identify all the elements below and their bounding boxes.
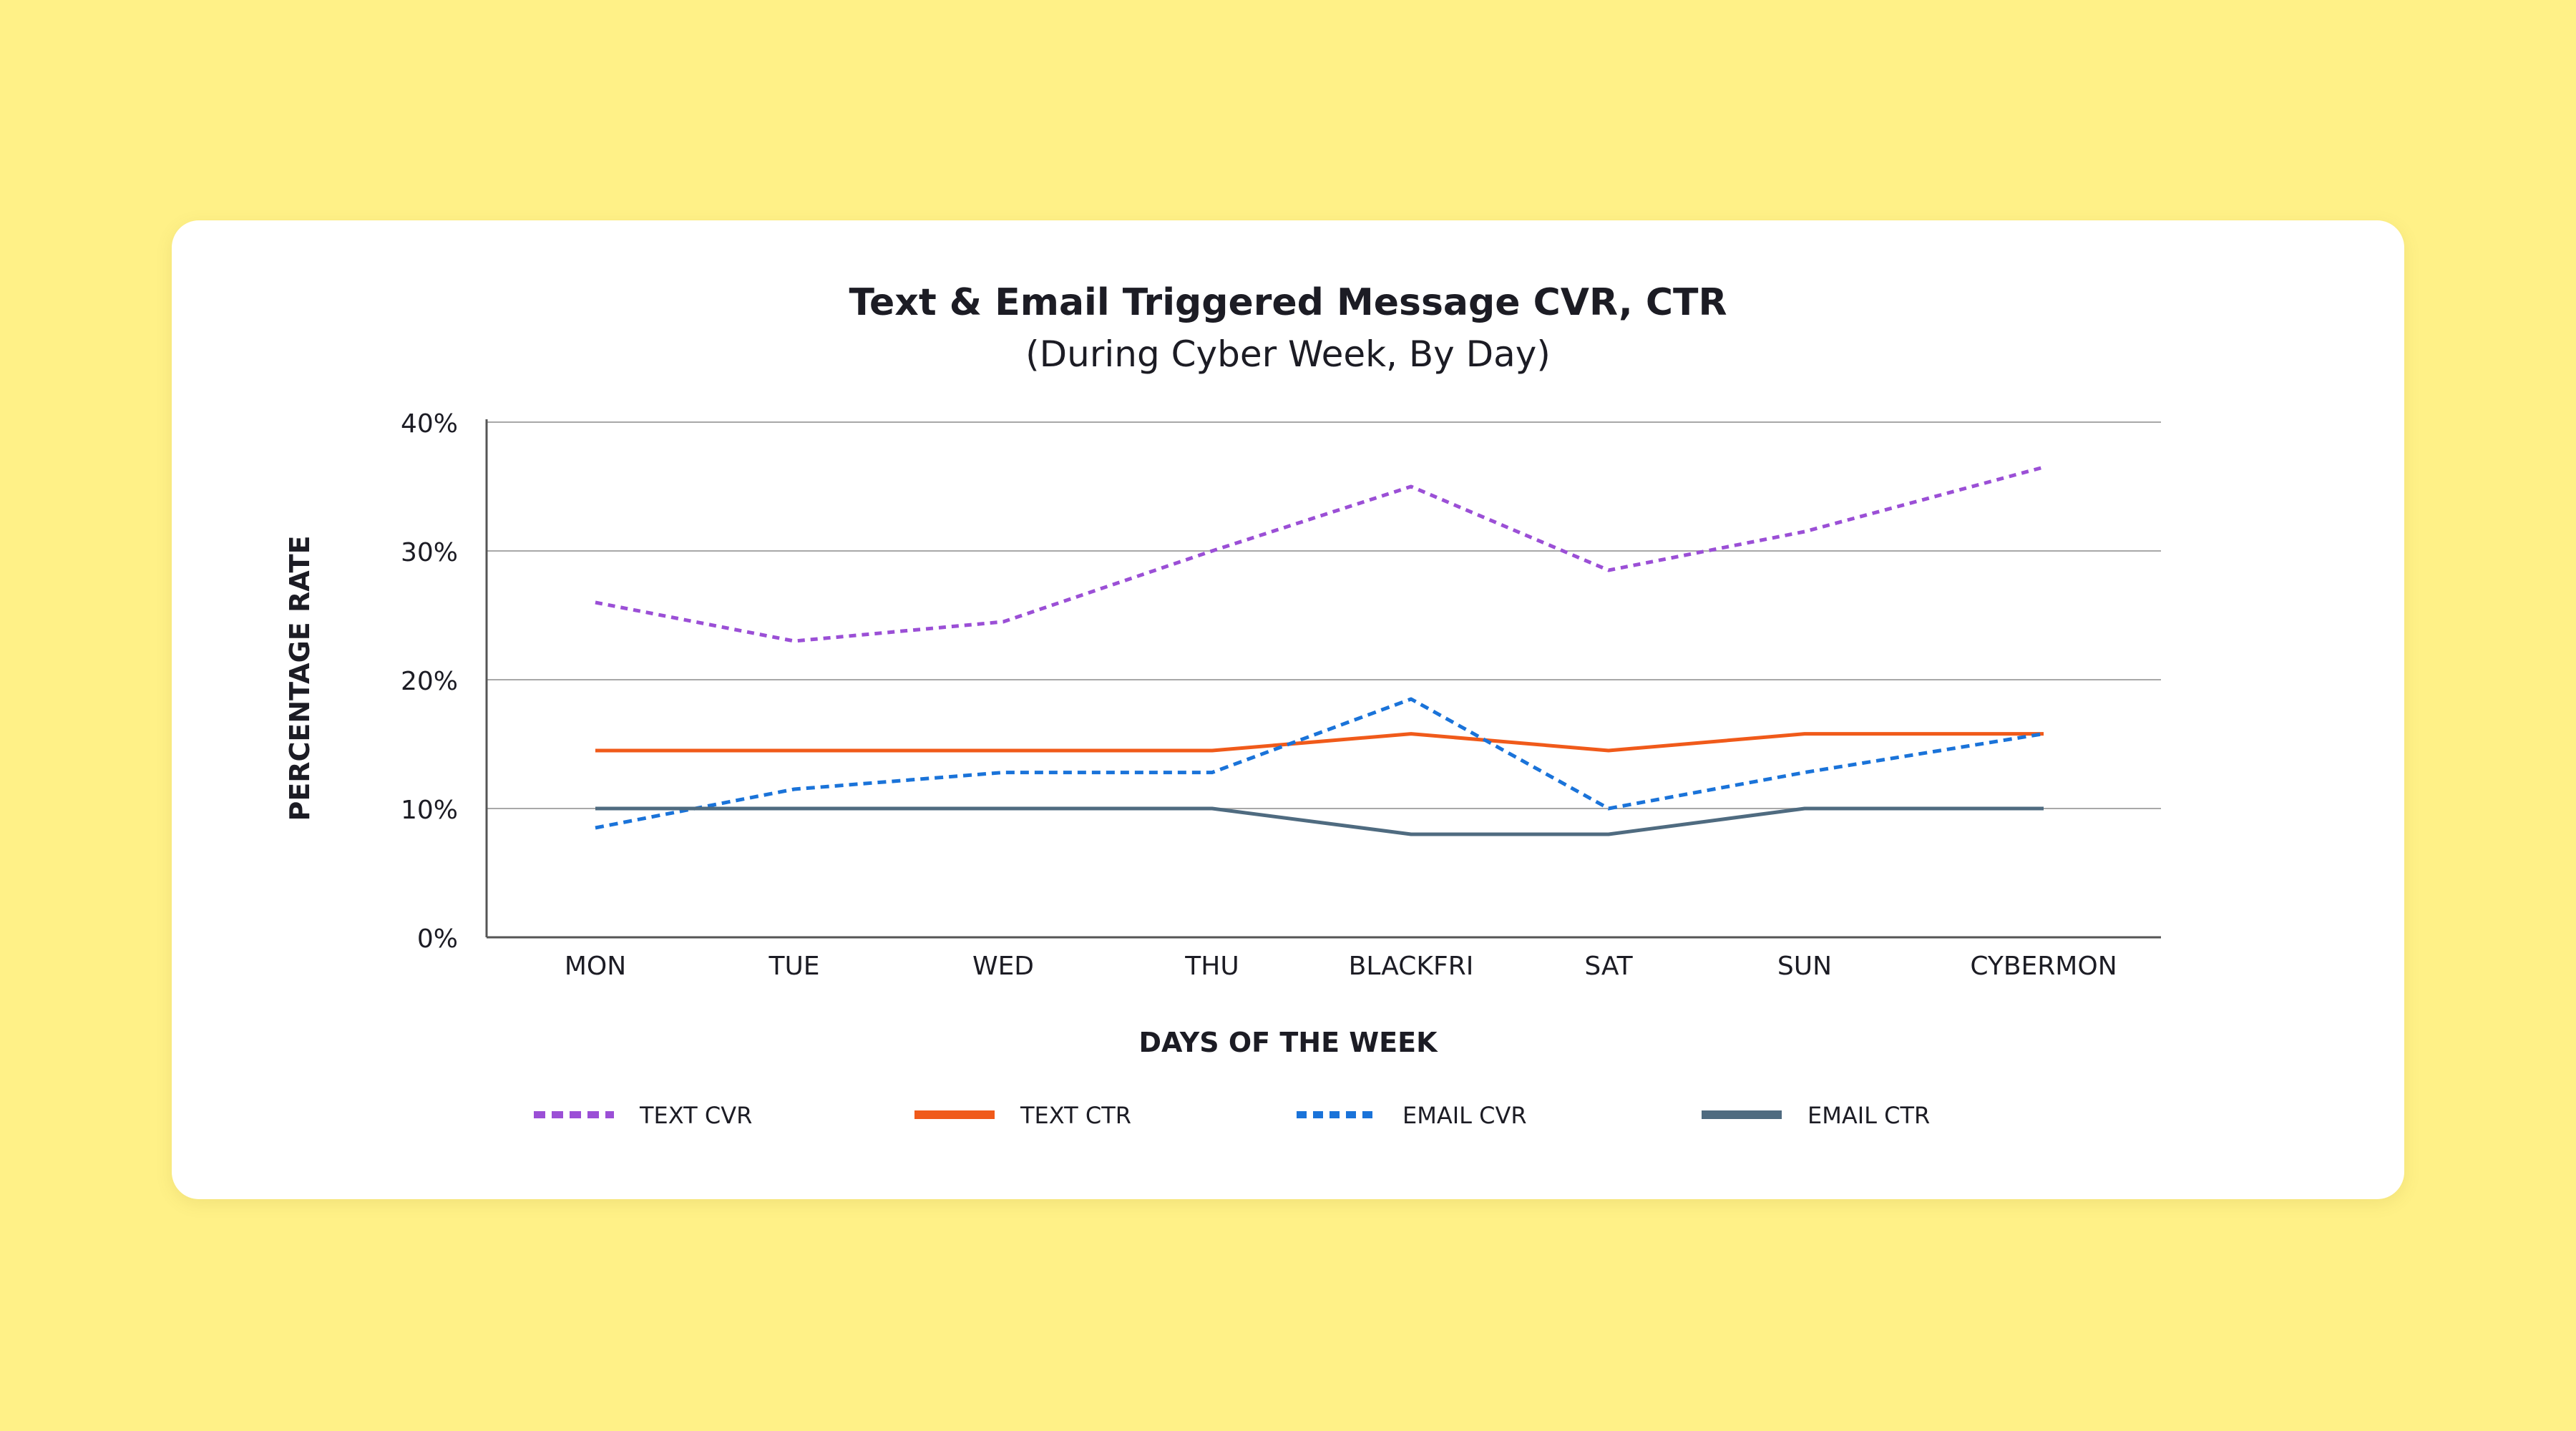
x-tick-label: SAT [1584, 952, 1633, 981]
series-line-text-ctr [595, 732, 2044, 753]
axes [485, 419, 2161, 939]
series-line-email-ctr [595, 806, 2044, 836]
x-tick-label: CYBERMON [1970, 952, 2117, 981]
chart-subtitle: (During Cyber Week, By Day) [1025, 333, 1551, 375]
y-tick-label: 30% [401, 538, 458, 567]
chart-card [172, 220, 2404, 1199]
y-tick-label: 0% [417, 924, 458, 954]
x-tick-label: MON [565, 952, 626, 981]
x-tick-label: TUE [768, 952, 819, 981]
series-lines [595, 465, 2044, 836]
series-line-text-cvr [595, 465, 2044, 643]
x-tick-label: WED [972, 952, 1034, 981]
x-tick-label: BLACKFRI [1349, 952, 1474, 981]
y-axis-label: PERCENTAGE RATE [284, 535, 316, 821]
x-axis-label: DAYS OF THE WEEK [1138, 1027, 1438, 1058]
legend: TEXT CVR TEXT CTR EMAIL CVR EMAIL CTR [534, 1102, 1930, 1129]
legend-label: EMAIL CTR [1807, 1102, 1930, 1129]
x-tick-label: SUN [1777, 952, 1832, 981]
x-tick-label: THU [1184, 952, 1239, 981]
y-tick-label: 10% [401, 796, 458, 825]
legend-label: TEXT CTR [1020, 1102, 1131, 1129]
y-axis-ticks: 0% 10% 20% 30% 40% [401, 409, 458, 954]
legend-label: EMAIL CVR [1402, 1102, 1527, 1129]
x-axis-ticks: MON TUE WED THU BLACKFRI SAT SUN CYBERMON [565, 952, 2117, 981]
y-tick-label: 40% [401, 409, 458, 439]
y-tick-label: 20% [401, 667, 458, 696]
chart-title: Text & Email Triggered Message CVR, CTR [849, 281, 1727, 324]
legend-label: TEXT CVR [639, 1102, 752, 1129]
